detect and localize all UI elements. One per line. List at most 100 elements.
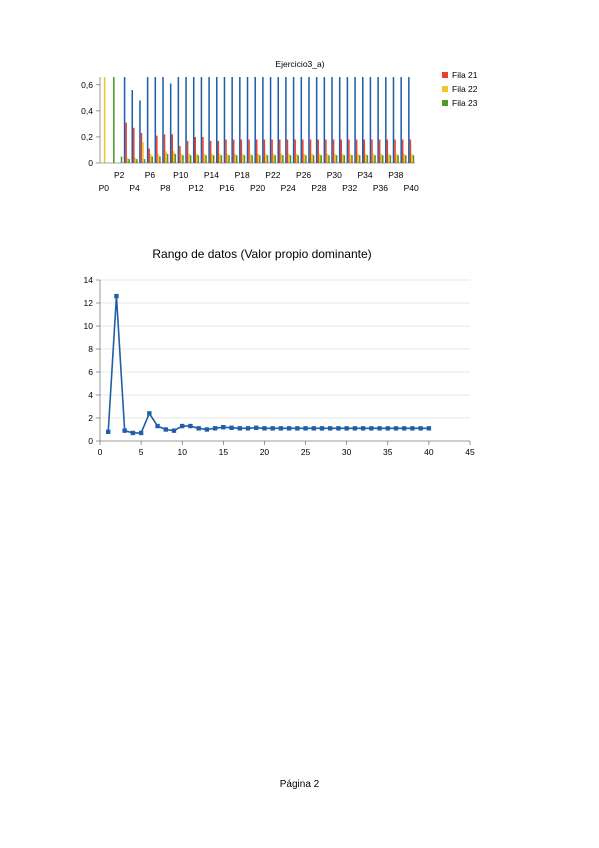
- bar: [142, 142, 144, 163]
- bar: [303, 153, 306, 163]
- bar: [171, 134, 173, 163]
- bar: [378, 139, 381, 163]
- x-tick-label: P36: [373, 183, 388, 193]
- bar: [312, 155, 315, 163]
- bar-chart-legend: Fila 21 Fila 22 Fila 23: [438, 64, 498, 108]
- bar: [348, 139, 350, 163]
- bar: [165, 151, 167, 163]
- y-tick-label: 12: [84, 298, 94, 308]
- bar: [208, 77, 210, 163]
- data-point: [393, 426, 399, 431]
- bar: [372, 153, 375, 163]
- bar: [265, 153, 267, 163]
- bar: [154, 77, 157, 163]
- bar: [202, 136, 204, 163]
- data-point: [262, 426, 267, 431]
- y-tick-label: 0,6: [81, 80, 93, 90]
- x-tick-label: 20: [260, 447, 270, 457]
- bar: [305, 155, 307, 163]
- data-point: [426, 426, 432, 431]
- bar: [366, 155, 369, 163]
- data-point: [328, 426, 333, 431]
- x-tick-label: P40: [404, 183, 419, 193]
- bar: [381, 155, 384, 163]
- bar: [325, 139, 327, 163]
- bar: [149, 153, 152, 163]
- data-point: [319, 426, 325, 431]
- bar: [257, 153, 260, 163]
- bar: [409, 139, 412, 163]
- bar: [351, 155, 353, 163]
- data-point: [303, 426, 308, 431]
- data-point: [188, 423, 193, 429]
- bar: [389, 155, 392, 163]
- data-point: [336, 426, 341, 431]
- bar: [125, 122, 127, 163]
- bar: [226, 153, 229, 163]
- bar: [235, 155, 238, 163]
- bar: [120, 156, 123, 163]
- data-point: [204, 427, 210, 432]
- data-point: [377, 426, 382, 431]
- bar: [279, 139, 281, 163]
- bar: [320, 155, 323, 163]
- bar: [163, 134, 166, 163]
- bar: [123, 77, 126, 163]
- bar: [323, 77, 326, 163]
- x-tick-label: P24: [281, 183, 296, 193]
- bar: [355, 139, 358, 163]
- bar: [311, 153, 313, 163]
- bar: [240, 139, 243, 163]
- bar: [403, 153, 406, 163]
- bar: [269, 77, 272, 163]
- bar: [231, 77, 233, 163]
- x-tick-label: 30: [342, 447, 352, 457]
- x-tick-label: P2: [114, 170, 125, 180]
- bar: [234, 153, 236, 163]
- legend-swatch: [442, 86, 448, 92]
- x-tick-label: P28: [311, 183, 326, 193]
- bar: [151, 156, 154, 163]
- bar: [203, 153, 206, 163]
- data-point: [369, 426, 374, 431]
- bar: [282, 155, 284, 163]
- bar: [363, 139, 366, 163]
- x-tick-label: P30: [327, 170, 342, 180]
- bar: [343, 155, 346, 163]
- bar: [361, 77, 364, 163]
- series-line: [107, 296, 429, 434]
- bar: [255, 139, 258, 163]
- bar: [292, 77, 295, 163]
- y-tick-label: 10: [84, 321, 94, 331]
- bar: [194, 136, 197, 163]
- x-tick-label: 25: [301, 447, 311, 457]
- bar: [346, 77, 349, 163]
- bar: [182, 155, 184, 163]
- data-point: [138, 430, 144, 436]
- bar: [331, 77, 333, 163]
- data-point: [114, 293, 119, 299]
- bar: [262, 77, 264, 163]
- bar: [209, 140, 212, 163]
- y-tick-label: 0,4: [81, 106, 93, 116]
- bar: [131, 90, 134, 163]
- legend-label: Fila 22: [452, 84, 478, 94]
- data-point: [245, 426, 251, 431]
- x-tick-label: 0: [98, 447, 103, 457]
- bar-chart: Ejercicio3_a) 0 0,2 0,4 0,6 P0 P2 P4 P6 P8P10P12…: [81, 59, 498, 193]
- bar: [177, 77, 180, 163]
- bar: [174, 153, 177, 163]
- data-point: [180, 423, 185, 429]
- bar: [196, 153, 198, 163]
- data-point: [360, 426, 366, 431]
- bar: [286, 139, 289, 163]
- y-tick-label: 0: [88, 158, 93, 168]
- bar: [220, 155, 223, 163]
- data-point: [212, 426, 218, 431]
- bar: [225, 139, 227, 163]
- bar: [289, 155, 292, 163]
- bar: [157, 153, 160, 163]
- x-tick-label: P8: [160, 183, 171, 193]
- bar: [205, 155, 207, 163]
- bar: [197, 155, 200, 163]
